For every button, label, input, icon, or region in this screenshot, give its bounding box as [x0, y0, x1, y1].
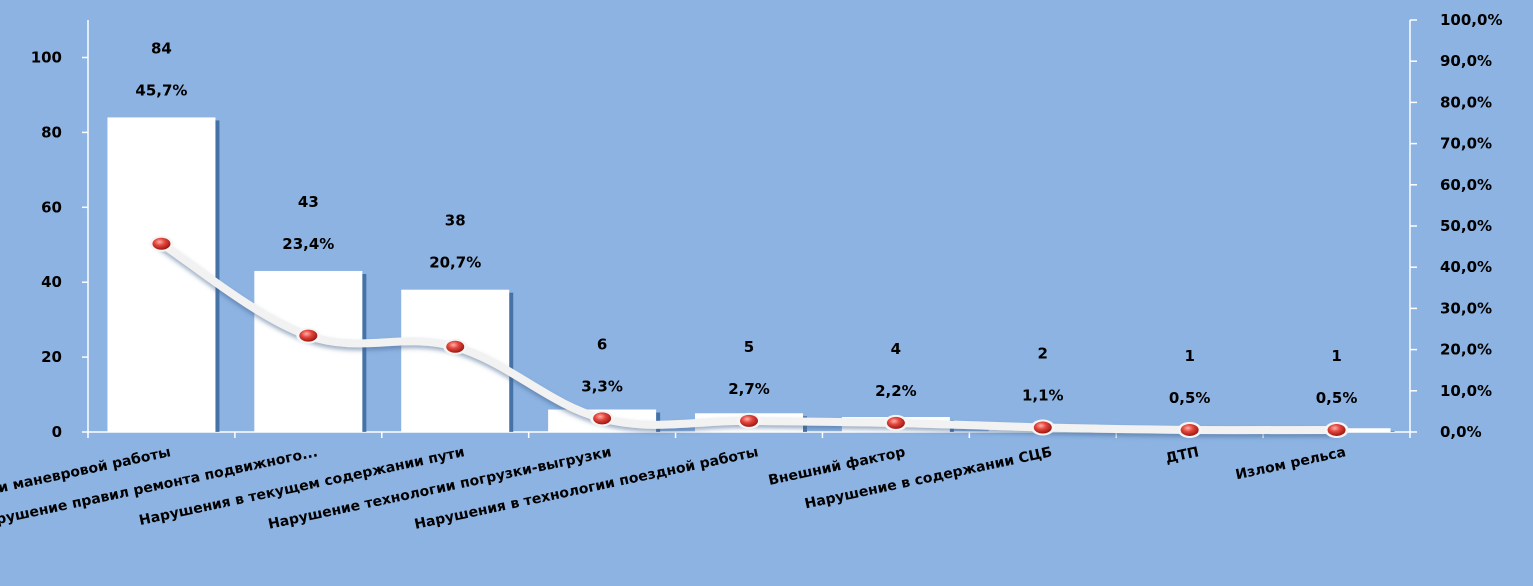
- percent-data-label: 0,5%: [1169, 389, 1211, 407]
- line-marker: [1327, 423, 1346, 436]
- line-marker: [1033, 421, 1052, 434]
- line-marker: [152, 237, 171, 250]
- right-tick-label: 0,0%: [1440, 423, 1482, 441]
- percent-data-label: 20,7%: [429, 254, 481, 272]
- right-tick-label: 50,0%: [1440, 217, 1492, 235]
- count-data-label: 84: [151, 39, 172, 57]
- right-tick-label: 90,0%: [1440, 52, 1492, 70]
- right-tick-label: 80,0%: [1440, 93, 1492, 111]
- category-label: Нарушение в содержании СЦБ: [803, 444, 1053, 512]
- percent-data-label: 2,2%: [875, 382, 917, 400]
- percent-data-label: 2,7%: [728, 380, 770, 398]
- left-tick-label: 40: [41, 273, 62, 291]
- right-tick-label: 30,0%: [1440, 299, 1492, 317]
- line-marker: [446, 340, 465, 353]
- right-tick-label: 100,0%: [1440, 11, 1502, 29]
- category-label: Излом рельса: [1234, 444, 1347, 483]
- right-tick-label: 20,0%: [1440, 341, 1492, 359]
- line-marker: [299, 329, 318, 342]
- left-tick-label: 20: [41, 348, 62, 366]
- percent-data-label: 23,4%: [282, 235, 334, 253]
- percent-data-label: 45,7%: [135, 81, 187, 99]
- percent-data-label: 3,3%: [581, 377, 623, 395]
- left-tick-label: 60: [41, 198, 62, 216]
- line-marker: [1180, 423, 1199, 436]
- count-data-label: 38: [445, 212, 466, 230]
- left-tick-label: 80: [41, 123, 62, 141]
- line-marker: [740, 414, 758, 427]
- right-tick-label: 70,0%: [1440, 135, 1492, 153]
- bar: [254, 270, 363, 432]
- count-data-label: 5: [744, 338, 754, 356]
- right-tick-label: 10,0%: [1440, 382, 1492, 400]
- line-marker: [886, 416, 905, 429]
- count-data-label: 43: [298, 193, 319, 211]
- count-data-label: 4: [891, 340, 901, 358]
- category-label: ДТП: [1164, 444, 1200, 467]
- count-data-label: 1: [1184, 347, 1194, 365]
- count-data-label: 1: [1331, 347, 1341, 365]
- count-data-label: 2: [1038, 344, 1048, 362]
- percent-data-label: 1,1%: [1022, 386, 1064, 404]
- count-data-label: 6: [597, 335, 607, 353]
- bar: [107, 117, 216, 433]
- left-tick-label: 100: [31, 49, 62, 67]
- line-layer: [149, 235, 1349, 438]
- right-tick-label: 40,0%: [1440, 258, 1492, 276]
- axes: 0 20 40 60 80 100 0,0% 10,0% 20,0% 30,0% 40,0% 50,0…: [31, 11, 1503, 441]
- right-tick-label: 60,0%: [1440, 176, 1492, 194]
- left-tick-label: 0: [52, 423, 62, 441]
- line-marker: [593, 412, 612, 425]
- percent-data-label: 0,5%: [1316, 389, 1358, 407]
